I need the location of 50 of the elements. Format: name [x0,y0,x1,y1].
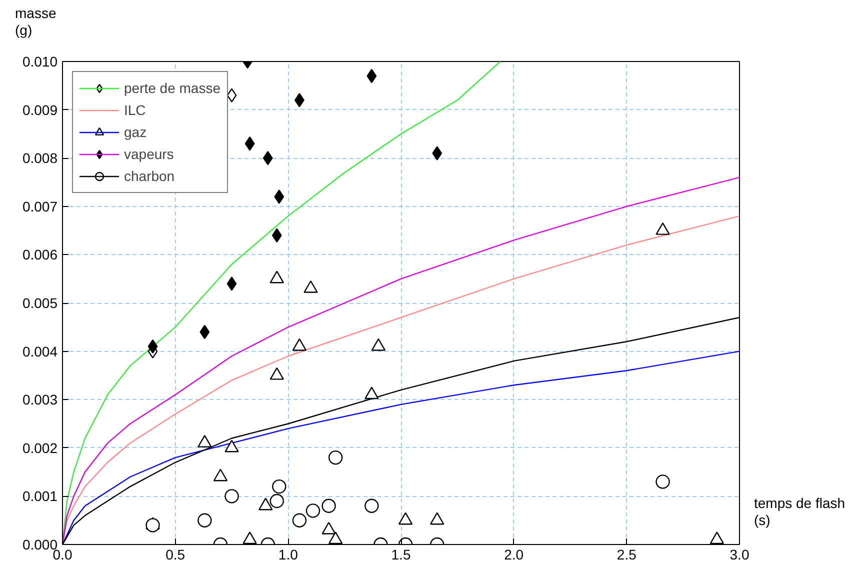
x-tick-label: 2.0 [504,546,524,562]
point [371,338,386,351]
y-tick-label: 0.003 [22,392,58,408]
point [398,512,413,525]
point [224,440,239,452]
point [262,151,273,166]
x-tick-label: 0.5 [166,546,186,562]
legend-label: perte de masse [124,80,220,96]
y-tick-label: 0.007 [22,198,58,214]
y-tick-label: 0.008 [22,150,58,166]
point [198,434,212,448]
x-axis-title: temps de flash (s) [754,495,846,529]
x-tick-label: 2.5 [616,546,637,562]
point [213,468,228,482]
point [272,228,282,242]
y-axis-title: masse (g) [15,5,56,39]
point [430,512,444,525]
point [200,324,210,340]
point [292,338,307,351]
y-tick-label: 0.004 [22,343,58,360]
y-tick-label: 0.009 [22,102,58,118]
point [148,339,158,354]
point [244,136,255,151]
y-tick-label: 0.002 [22,440,58,456]
legend-label: vapeurs [124,146,174,162]
point [328,532,343,544]
point [364,386,379,400]
point [322,522,336,534]
y-tick-label: 0.005 [22,295,58,311]
point [432,146,442,160]
point [304,280,318,293]
point [710,532,724,544]
x-tick-label: 1.5 [391,546,411,562]
point [270,270,284,284]
legend-label: gaz [124,124,147,140]
x-tick-label: 3.0 [730,546,750,562]
point [270,367,284,380]
legend-label: charbon [124,168,175,184]
point [226,276,237,291]
point [274,190,284,204]
point [258,498,273,510]
point [366,68,377,84]
point [242,532,257,544]
x-tick-label: 1.0 [278,546,298,562]
point [328,450,343,465]
y-tick-label: 0.006 [22,246,58,263]
legend-label: ILC [124,102,146,118]
point [226,88,237,102]
y-tick-label: 0.001 [22,488,58,504]
y-tick-label: 0.010 [22,54,58,70]
